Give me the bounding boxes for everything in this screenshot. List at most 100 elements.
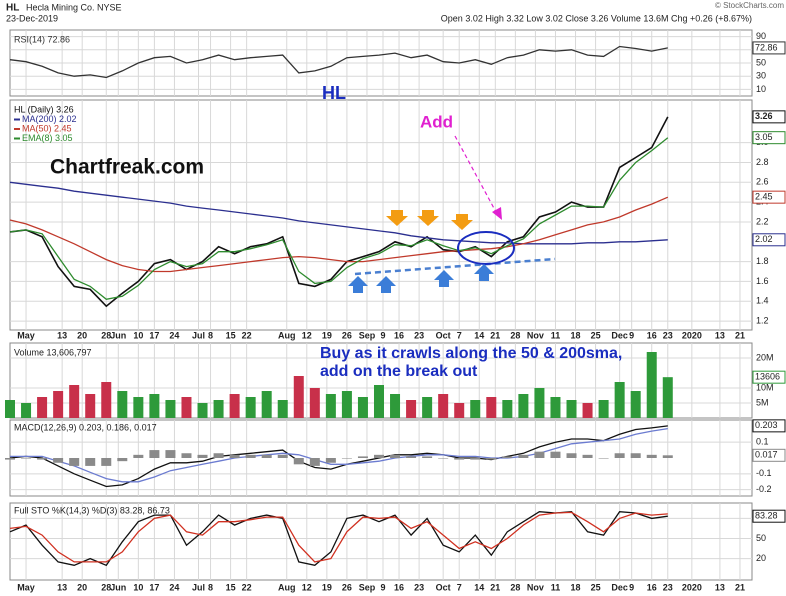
y-tick-label: 10M [756,382,774,392]
x-tick-label: 10 [133,330,143,340]
x-tick-label: Nov [527,582,544,592]
symbol: HL [6,3,19,14]
volume-bar [502,400,513,418]
marks: May 13 20 28 Jun 10 17 24 Jul 8 15 22 Aug 12 19 26 Sep 9 1… [5,29,786,592]
volume-bar [406,400,417,418]
volume-bar [117,391,128,418]
volume-bar [422,397,433,418]
histogram-bar [502,456,513,458]
source: © StockCharts.com [715,1,784,10]
x-tick-label: May [17,330,35,340]
histogram-bar [438,458,449,459]
x-tick-label: 21 [735,330,745,340]
value-box-label: 3.26 [755,111,773,121]
value-box-label: 13606 [755,372,780,382]
x-tick-label: 7 [457,582,462,592]
y-tick-label: 1.8 [756,256,769,266]
annotation-symbol: HL [322,83,346,103]
x-tick-label: 28 [510,582,520,592]
x-tick-label: 28 [510,330,520,340]
histogram-bar [454,458,465,460]
histogram-bar [149,450,160,458]
x-tick-label: 8 [208,582,213,592]
volume-bar [165,400,176,418]
histogram-bar [566,453,577,458]
value-box [752,41,786,55]
histogram-bar [630,453,641,458]
histogram-bar [341,458,352,459]
y-tick-label: 30 [756,71,766,81]
y-tick-label: 20M [756,352,774,362]
histogram-bar [101,458,112,466]
x-tick-label: 16 [647,582,657,592]
x-tick-label: 10 [133,582,143,592]
breakout-circle [457,231,515,265]
x-tick-label: Aug [278,330,296,340]
x-tick-label: Dec [611,330,628,340]
annotation-add: Add [420,112,453,131]
x-tick-label: Oct [436,330,451,340]
x-tick-label: 15 [226,330,236,340]
histogram-bar [133,454,144,458]
x-tick-label: 2020 [682,582,702,592]
quote: Open 3.02 High 3.32 Low 3.02 Close 3.26 … [441,13,752,23]
x-tick-label: 26 [342,582,352,592]
volume-bar [101,382,112,418]
y-tick-label: 90 [756,31,766,41]
annotation-shapes [348,135,556,293]
value-box [752,419,786,433]
x-tick-label: 12 [302,582,312,592]
x-tick-label: 13 [57,330,67,340]
value-box [752,448,786,462]
x-tick-label: Sep [359,582,376,592]
value-box-label: 3.05 [755,132,773,142]
volume-bar [390,394,401,418]
volume-bar [229,394,240,418]
x-tick-label: 21 [735,582,745,592]
histogram-bar [614,453,625,458]
value-box-label: 83.28 [755,511,778,521]
volume-bar [149,394,160,418]
histogram-bar [390,454,401,458]
volume-bar [309,388,320,418]
x-tick-label: 2020 [682,330,702,340]
x-tick-label: 24 [169,330,179,340]
volume-bar [598,400,609,418]
legend-label: Volume 13,606,797 [14,347,92,357]
histogram-bar [245,454,256,458]
volume-bar [37,397,48,418]
x-tick-label: 23 [414,330,424,340]
volume-bar [85,394,96,418]
x-tick-label: Dec [611,582,628,592]
volume-bar [582,403,593,418]
volume-bar [261,391,272,418]
value-box-label: 0.203 [755,420,778,430]
x-tick-label: 11 [551,330,561,340]
x-tick-label: Jun [110,330,126,340]
x-tick-label: 15 [226,582,236,592]
orange-arrows [386,210,473,230]
y-tick-label: 2.8 [756,157,769,167]
x-tick-label: 14 [474,330,484,340]
histogram-bar [21,458,32,459]
volume-bar [325,394,336,418]
volume-bar [373,385,384,418]
y-tick-label: 2.6 [756,177,769,187]
x-tick-label: 22 [242,582,252,592]
x-tick-label: 13 [57,582,67,592]
x-tick-label: 9 [380,330,385,340]
y-tick-label: -0.2 [756,484,772,494]
panel [9,99,753,331]
histogram-bar [373,454,384,458]
date: 23-Dec-2019 [6,13,58,23]
y-tick-label: 1.6 [756,276,769,286]
x-tick-label: 23 [414,582,424,592]
value-box [752,131,786,145]
add-arrowhead [492,207,502,220]
histogram-bar [550,451,561,458]
x-tick-label: 13 [715,582,725,592]
x-tick-label: 23 [663,330,673,340]
histogram-bar [165,450,176,458]
histogram-bar [213,453,224,458]
series-line [9,137,669,300]
